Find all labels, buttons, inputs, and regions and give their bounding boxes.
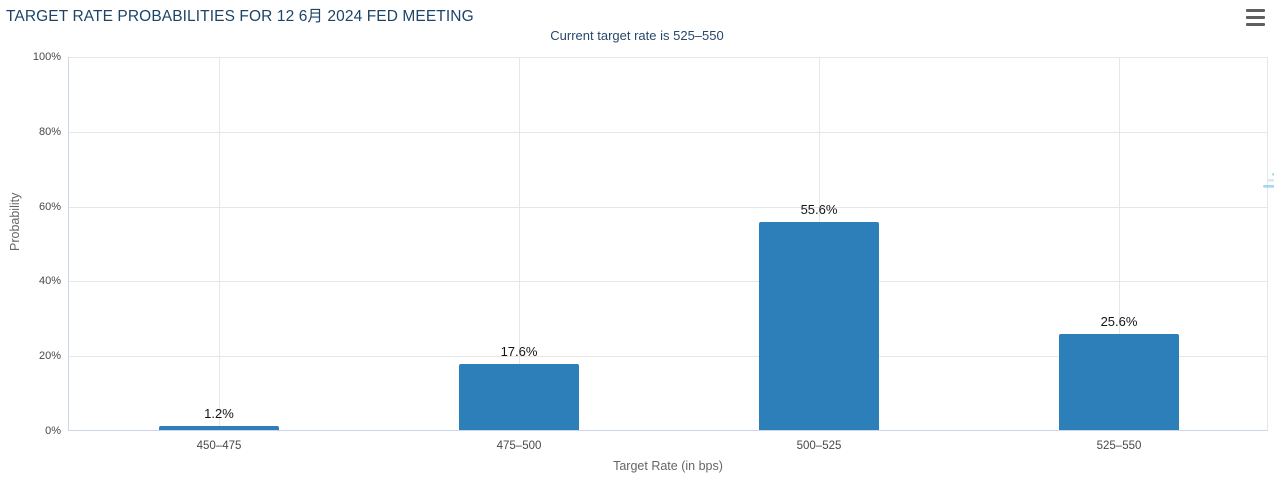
bar-value-label: 17.6% [500, 344, 538, 360]
y-gridline [69, 57, 1268, 58]
y-gridline [69, 356, 1268, 358]
quikstrike-watermark-icon [1263, 173, 1274, 188]
probability-bar-500–525[interactable] [759, 222, 879, 430]
bar-value-label: 1.2% [204, 405, 234, 421]
right-border-gridline [1267, 57, 1268, 430]
x-tick-label: 450–475 [196, 440, 242, 452]
y-axis-title: Probability [8, 192, 22, 251]
y-tick-label: 20% [38, 350, 61, 363]
plot-area: Q 0%20%40%60%80%100%1.2%450–47517.6%475–… [33, 51, 1274, 452]
chart-subtitle: Current target rate is 525–550 [550, 28, 724, 43]
hamburger-icon [1246, 23, 1265, 26]
y-tick-label: 60% [38, 200, 61, 213]
bar-value-label: 55.6% [800, 202, 838, 218]
page-title: TARGET RATE PROBABILITIES FOR 12 6月 2024… [6, 8, 474, 25]
y-gridline [69, 131, 1268, 133]
x-tick-label: 475–500 [496, 440, 542, 452]
y-tick-label: 80% [38, 125, 61, 138]
y-tick-label: 100% [32, 51, 61, 63]
probability-bar-450–475[interactable] [159, 425, 279, 430]
y-tick-label: 0% [45, 425, 61, 437]
y-tick-label: 40% [38, 275, 61, 288]
x-tick-label: 500–525 [796, 440, 842, 452]
x-gridline [219, 57, 220, 430]
x-axis-title: Target Rate (in bps) [613, 459, 723, 473]
probability-bar-525–550[interactable] [1059, 334, 1179, 430]
y-gridline [69, 281, 1268, 283]
bar-value-label: 25.6% [1100, 314, 1138, 330]
hamburger-menu-button[interactable] [1246, 9, 1266, 26]
y-gridline [69, 206, 1268, 208]
hamburger-icon [1246, 9, 1265, 12]
probability-bar-475–500[interactable] [459, 364, 579, 430]
x-gridline [519, 57, 520, 430]
hamburger-icon [1246, 16, 1265, 19]
x-tick-label: 525–550 [1096, 440, 1142, 452]
x-gridline [1119, 57, 1120, 430]
